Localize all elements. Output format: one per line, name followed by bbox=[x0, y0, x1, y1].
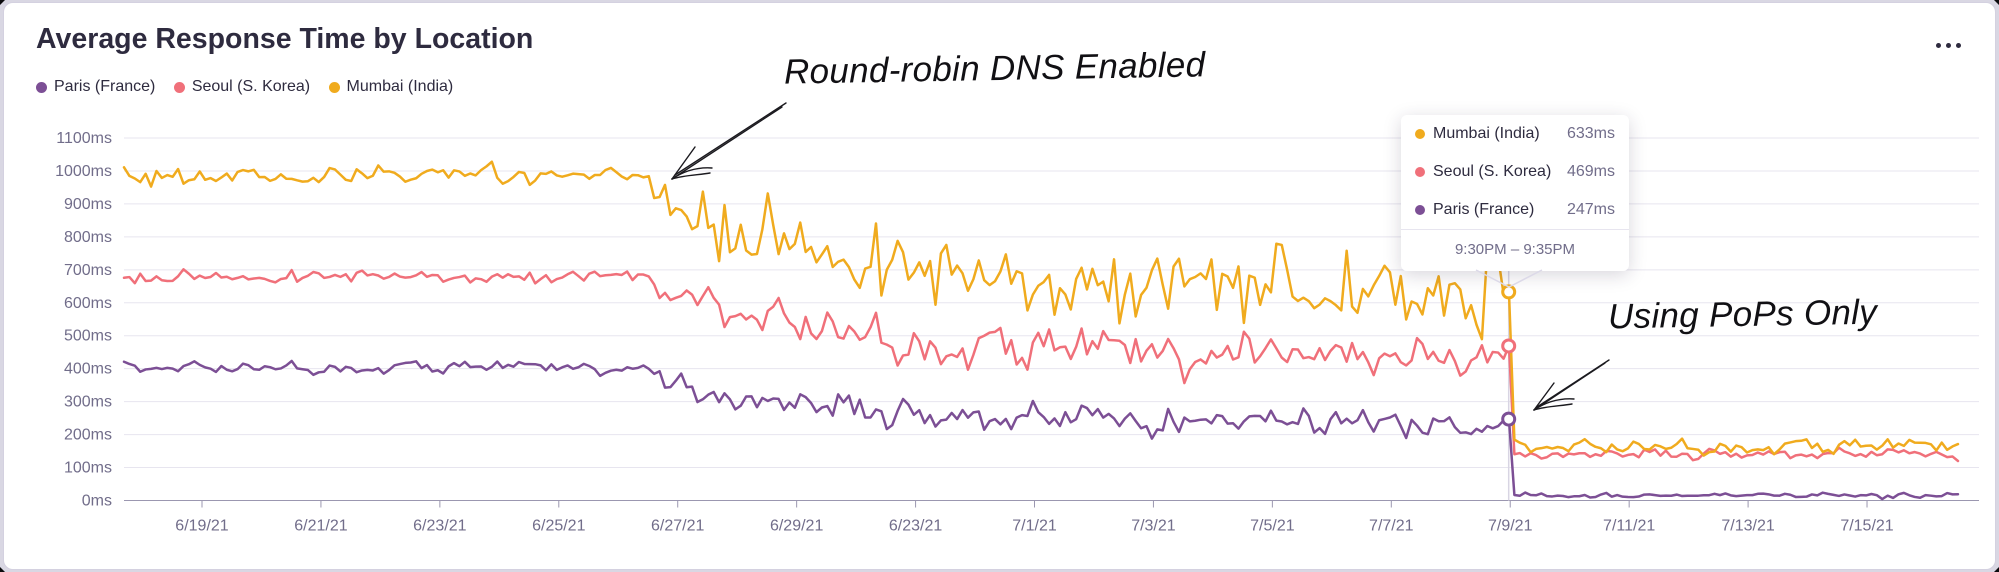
svg-text:0ms: 0ms bbox=[82, 493, 112, 510]
svg-text:7/3/21: 7/3/21 bbox=[1131, 518, 1176, 535]
svg-text:700ms: 700ms bbox=[64, 262, 112, 279]
svg-text:7/11/21: 7/11/21 bbox=[1603, 518, 1655, 535]
svg-text:1100ms: 1100ms bbox=[56, 130, 112, 147]
svg-text:6/25/21: 6/25/21 bbox=[532, 518, 585, 535]
svg-text:6/23/21: 6/23/21 bbox=[889, 518, 942, 535]
svg-text:6/21/21: 6/21/21 bbox=[294, 518, 347, 535]
svg-text:7/15/21: 7/15/21 bbox=[1840, 518, 1893, 535]
svg-text:1000ms: 1000ms bbox=[55, 163, 112, 180]
svg-text:100ms: 100ms bbox=[64, 460, 112, 477]
svg-text:6/27/21: 6/27/21 bbox=[651, 518, 704, 535]
svg-text:400ms: 400ms bbox=[64, 361, 112, 378]
svg-text:7/1/21: 7/1/21 bbox=[1012, 518, 1057, 535]
svg-text:7/7/21: 7/7/21 bbox=[1369, 518, 1414, 535]
svg-text:600ms: 600ms bbox=[64, 295, 112, 312]
svg-text:7/9/21: 7/9/21 bbox=[1488, 518, 1533, 535]
svg-text:6/29/21: 6/29/21 bbox=[770, 518, 823, 535]
svg-text:200ms: 200ms bbox=[64, 427, 112, 444]
svg-text:900ms: 900ms bbox=[64, 196, 112, 213]
svg-text:800ms: 800ms bbox=[64, 229, 112, 246]
svg-text:6/23/21: 6/23/21 bbox=[413, 518, 466, 535]
svg-text:7/5/21: 7/5/21 bbox=[1250, 518, 1295, 535]
svg-text:6/19/21: 6/19/21 bbox=[175, 518, 228, 535]
svg-text:7/13/21: 7/13/21 bbox=[1721, 518, 1774, 535]
svg-text:300ms: 300ms bbox=[64, 394, 112, 411]
svg-text:500ms: 500ms bbox=[64, 328, 112, 345]
